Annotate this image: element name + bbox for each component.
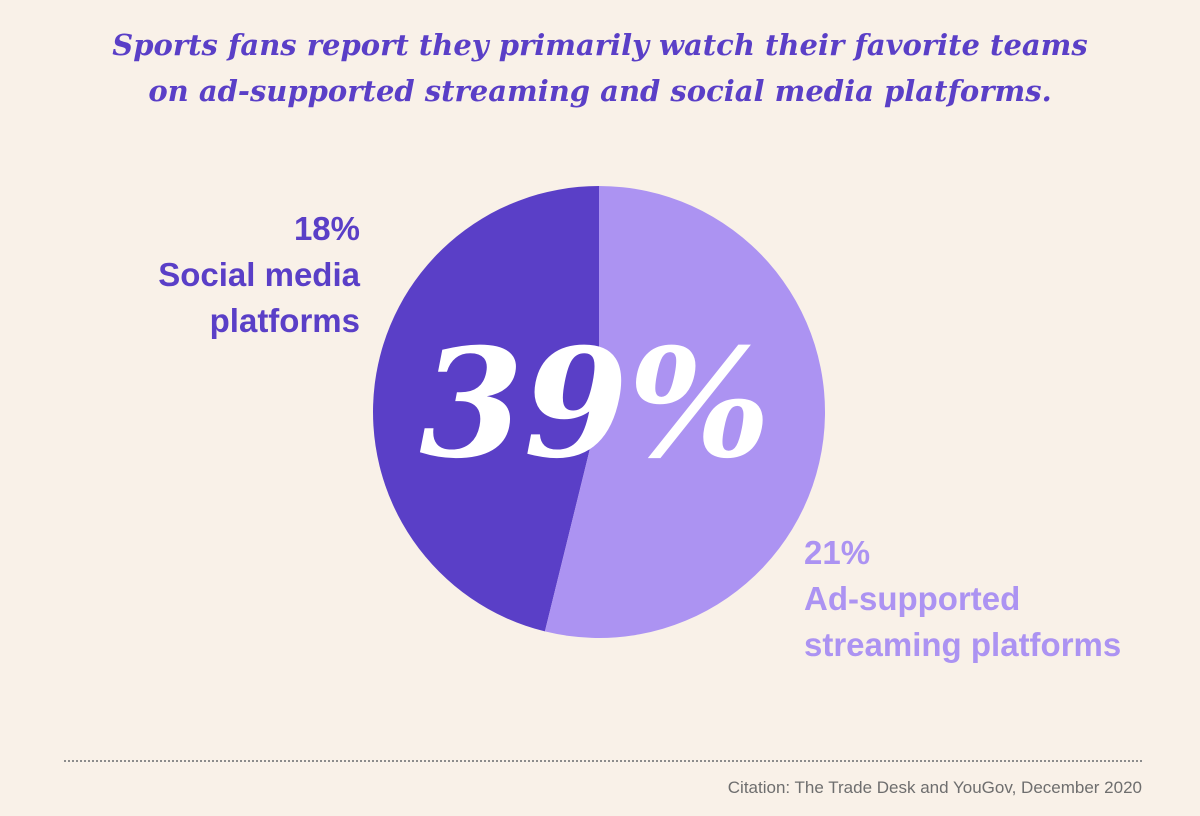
chart-title-line-2: on ad-supported streaming and social med… <box>148 74 1052 108</box>
slice-name-social-media-line-1: Social media <box>158 256 360 293</box>
pie-slices <box>373 186 826 638</box>
slice-percent-social-media: 18% <box>293 210 360 247</box>
citation: Citation: The Trade Desk and YouGov, Dec… <box>727 778 1142 797</box>
slice-name-ad-supported-streaming-line-2: streaming platforms <box>804 626 1122 663</box>
pie-slice-ad-supported-streaming <box>544 186 826 638</box>
chart-title-line-1: Sports fans report they primarily watch … <box>112 28 1088 62</box>
chart-title: Sports fans report they primarily watch … <box>0 22 1200 114</box>
footer-divider <box>64 760 1142 762</box>
slice-name-social-media-line-2: platforms <box>209 302 360 339</box>
slice-percent-ad-supported-streaming: 21% <box>804 534 871 571</box>
slice-label-ad-supported-streaming: 21% Ad-supported streaming platforms <box>804 530 1121 668</box>
pie-center-total-label: 39% <box>419 316 770 492</box>
slice-name-ad-supported-streaming-line-1: Ad-supported <box>804 580 1021 617</box>
slice-label-social-media: 18% Social media platforms <box>158 206 360 344</box>
pie-slice-social-media <box>373 186 599 632</box>
